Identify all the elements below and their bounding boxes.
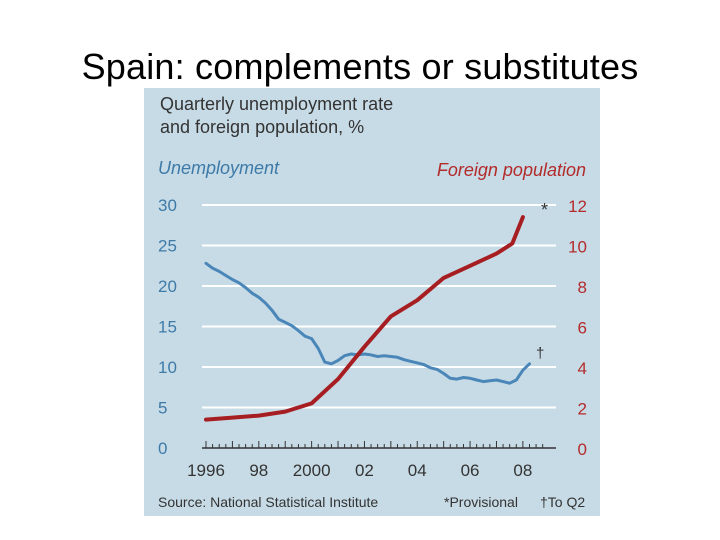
provisional-note: *Provisional (444, 494, 518, 510)
left-axis-ticks: 30 25 20 15 10 5 0 (158, 196, 177, 458)
right-axis-ticks: 12 10 8 6 4 2 0 (568, 197, 587, 459)
left-tick-label: 0 (158, 439, 167, 458)
x-tick-label: 02 (355, 461, 374, 480)
right-tick-label: 12 (568, 197, 587, 216)
right-tick-label: 2 (578, 400, 587, 419)
gridlines (202, 204, 556, 409)
left-tick-label: 20 (158, 277, 177, 296)
x-tick-label: 04 (408, 461, 427, 480)
provisional-marker: * (541, 200, 548, 220)
chart-panel: Quarterly unemployment rate and foreign … (144, 88, 600, 516)
right-tick-label: 4 (578, 359, 587, 378)
series-group (204, 215, 531, 422)
left-tick-label: 30 (158, 196, 177, 215)
right-tick-label: 6 (578, 319, 587, 338)
left-tick-label: 15 (158, 318, 177, 337)
slide-title: Spain: complements or substitutes (81, 46, 639, 87)
x-tick-label: 2000 (293, 461, 331, 480)
x-axis: 1996 98 2000 02 04 06 08 (187, 441, 556, 480)
left-axis-label: Unemployment (158, 158, 280, 178)
left-tick-label: 5 (158, 399, 167, 418)
x-tick-label: 98 (249, 461, 268, 480)
chart-svg: Quarterly unemployment rate and foreign … (158, 94, 587, 510)
source-note: Source: National Statistical Institute (158, 494, 378, 510)
right-axis-label: Foreign population (437, 160, 586, 180)
chart-title-line-1: Quarterly unemployment rate (160, 94, 393, 114)
x-tick-label: 08 (513, 461, 532, 480)
q2-marker: † (536, 345, 544, 362)
series-line-foreign-population (204, 215, 525, 422)
q2-note: †To Q2 (540, 494, 585, 510)
left-tick-label: 25 (158, 237, 177, 256)
right-tick-label: 10 (568, 238, 587, 257)
x-tick-label: 1996 (187, 461, 225, 480)
series-line-unemployment (204, 261, 531, 385)
right-tick-label: 0 (578, 440, 587, 459)
right-tick-label: 8 (578, 278, 587, 297)
x-tick-label: 06 (461, 461, 480, 480)
chart-title-line-2: and foreign population, % (160, 117, 364, 137)
left-tick-label: 10 (158, 358, 177, 377)
